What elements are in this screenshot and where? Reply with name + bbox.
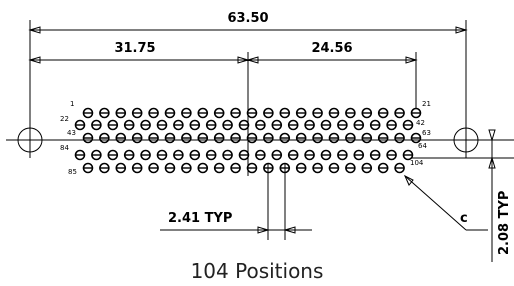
pin-label: 104	[410, 159, 424, 167]
overall-dimension: 63.50	[227, 11, 268, 26]
pin-label: 64	[418, 142, 427, 150]
drawing: 63.50 31.75 24.56 2.41 TYP 2.08 TYP c 1 …	[0, 0, 514, 286]
pin-label: 85	[68, 168, 77, 176]
pin-label: 63	[422, 129, 431, 137]
pin-label: 42	[416, 119, 425, 127]
pin-label: 84	[60, 144, 69, 152]
pin-label: 21	[422, 100, 431, 108]
pitch-dimension: 2.41 TYP	[168, 211, 232, 226]
callout: c	[460, 211, 468, 226]
pin-label: 43	[67, 129, 76, 137]
row-pitch-dimension: 2.08 TYP	[497, 191, 512, 255]
pin-label: 1	[70, 100, 74, 108]
left-dimension: 31.75	[114, 41, 155, 56]
pin-label: 22	[60, 115, 69, 123]
dimension-lines	[6, 20, 514, 262]
caption: 104 Positions	[191, 259, 324, 283]
right-dimension: 24.56	[311, 41, 352, 56]
